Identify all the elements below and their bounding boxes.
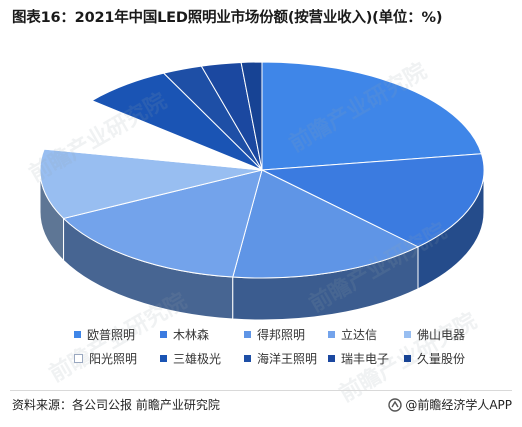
legend-item: 木林森 <box>160 326 244 343</box>
pie-slice <box>43 100 263 171</box>
legend-item: 久量股份 <box>404 350 486 367</box>
pie-slice <box>261 61 483 171</box>
legend-row: 欧普照明 木林森 得邦照明 立达信 佛山电器 <box>74 322 514 346</box>
legend-swatch <box>160 354 167 362</box>
chart-title: 图表16：2021年中国LED照明业市场份额(按营业收入)(单位：%) <box>12 10 443 26</box>
pie-slice <box>39 148 263 219</box>
legend-label: 久量股份 <box>417 351 466 366</box>
legend-item: 海洋王照明 <box>244 350 328 367</box>
legend-label: 佛山电器 <box>417 327 466 342</box>
source-text: 资料来源：各公司公报 前瞻产业研究院 <box>12 398 220 412</box>
brand-logo-icon <box>388 397 403 412</box>
footer: 资料来源：各公司公报 前瞻产业研究院 @前瞻经济学人APP <box>12 396 512 418</box>
legend-label: 三雄极光 <box>173 351 222 366</box>
pie-chart <box>39 61 485 320</box>
legend-item: 欧普照明 <box>74 326 160 343</box>
pie-slice <box>240 61 263 171</box>
brand-credit: @前瞻经济学人APP <box>388 396 512 413</box>
legend-label: 木林森 <box>173 327 210 342</box>
pie-slice <box>260 153 485 248</box>
chart-legend: 欧普照明 木林森 得邦照明 立达信 佛山电器 阳光照明 三雄极光 海洋王照明 瑞丰电子 久量股份 <box>74 322 514 370</box>
legend-swatch <box>244 354 251 362</box>
legend-item: 立达信 <box>328 326 404 343</box>
legend-label: 欧普照明 <box>87 327 136 342</box>
legend-swatch <box>74 353 83 363</box>
brand-text: @前瞻经济学人APP <box>405 398 512 412</box>
legend-swatch <box>404 354 411 362</box>
legend-label: 得邦照明 <box>257 327 306 342</box>
legend-item: 佛山电器 <box>404 326 486 343</box>
legend-item: 阳光照明 <box>74 350 160 367</box>
pie-slice <box>232 169 420 279</box>
legend-swatch <box>74 330 81 338</box>
legend-swatch <box>328 330 335 338</box>
legend-swatch <box>160 330 167 338</box>
legend-item: 三雄极光 <box>160 350 244 367</box>
legend-row: 阳光照明 三雄极光 海洋王照明 瑞丰电子 久量股份 <box>74 346 514 370</box>
legend-label: 立达信 <box>341 327 378 342</box>
legend-swatch <box>328 354 335 362</box>
pie-slice <box>62 169 263 278</box>
legend-item: 瑞丰电子 <box>328 350 404 367</box>
legend-label: 阳光照明 <box>89 351 138 366</box>
legend-swatch <box>244 330 251 338</box>
footer-divider <box>10 390 512 391</box>
legend-label: 海洋王照明 <box>257 351 318 366</box>
legend-label: 瑞丰电子 <box>341 351 390 366</box>
legend-item: 得邦照明 <box>244 326 328 343</box>
legend-swatch <box>404 330 411 338</box>
